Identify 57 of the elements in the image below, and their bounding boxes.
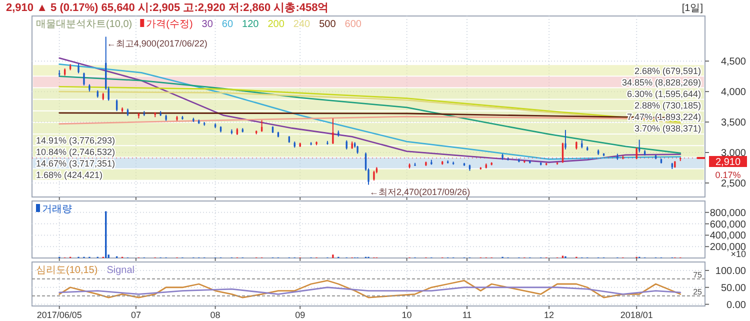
text: 0.17% [715, 170, 741, 180]
candlestick [116, 98, 118, 112]
x-tick-label: 10 [402, 310, 412, 320]
text: 600 [344, 19, 362, 30]
band-label: 1.68% (424,421) [36, 170, 103, 180]
x-tick-label: 2018/01 [620, 310, 653, 320]
y-tick-label: 3,000 [720, 148, 746, 160]
candlestick [564, 129, 566, 150]
legend-label: 가격(수정) [146, 19, 193, 30]
y-tick-label: 3,500 [720, 118, 746, 129]
annotation: ←최고4,900(2017/06/22) [106, 38, 208, 49]
x-tick-label: 07 [130, 310, 141, 320]
text: 500 [319, 19, 336, 30]
x-tick-label: 08 [210, 310, 220, 320]
legend-title: 매물대분석차트(10,0) [36, 19, 132, 30]
y-tick-label: 100.00 [715, 266, 746, 277]
band-label: 2.68% (679,591) [634, 66, 701, 76]
band-label: 14.91% (3,776,293) [36, 135, 116, 146]
text: 240 [293, 19, 311, 30]
x-tick-label: 11 [462, 310, 472, 320]
band-label: 2.88% (730,185) [634, 100, 701, 111]
text: 30 [202, 19, 214, 30]
text: [1일] [682, 3, 704, 14]
band-label: 6.30% (1,595,644) [626, 89, 701, 100]
x-tick-label: 2017/06/05 [36, 310, 82, 320]
legend-label: 거래량 [42, 204, 72, 215]
annotation: ←최저2,470(2017/09/26) [370, 186, 470, 197]
y-tick-label: 600,000 [710, 219, 746, 230]
candlestick [78, 63, 80, 74]
y-tick-label: 4,500 [720, 56, 746, 68]
ref-line-label: 2,910 [715, 156, 741, 168]
band-label: 14.67% (3,717,351) [36, 158, 116, 168]
chart-title: 2,910 ▲ 5 (0.17%) 65,640 시:2,905 고:2,920 저:2,860 시총:458억 [6, 2, 329, 14]
y-tick-label: 0.00 [726, 300, 746, 311]
text: ×10 [730, 249, 746, 259]
band-label: 34.85% (8,828,269) [622, 77, 701, 88]
band-label: 3.70% (938,371) [634, 124, 701, 134]
line-series [58, 286, 682, 295]
x-tick-label: 09 [295, 310, 306, 320]
x-tick-label: 12 [544, 310, 554, 320]
line-series [58, 280, 682, 298]
series-label: Signal [106, 265, 134, 276]
text: 60 [222, 19, 234, 30]
band-label: 10.84% (2,746,532) [36, 146, 116, 157]
series-label: 심리도(10,15) [36, 265, 98, 276]
ref-line-label: 25 [693, 287, 703, 296]
y-tick-label: 400,000 [710, 230, 746, 242]
candlestick [373, 170, 375, 182]
y-tick-label: 800,000 [710, 208, 746, 219]
ref-line-label: 75 [693, 270, 703, 280]
candlestick [332, 118, 334, 144]
y-tick-label: 2,500 [720, 178, 746, 190]
candlestick [83, 72, 85, 86]
text: 120 [242, 19, 260, 30]
text: 200 [268, 19, 285, 30]
y-tick-label: 4,000 [720, 87, 746, 98]
y-tick-label: 50.00 [720, 282, 746, 294]
